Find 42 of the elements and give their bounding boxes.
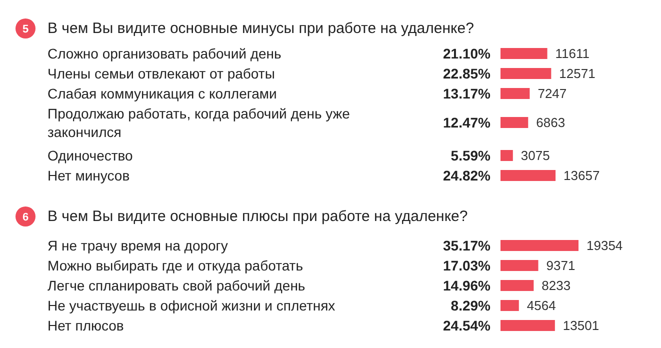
annotation: 9371 bbox=[546, 258, 576, 273]
data-label: 17.03% bbox=[443, 258, 492, 274]
y-tick-label: Я не трачу время на дорогу bbox=[48, 238, 228, 254]
annotation: 6863 bbox=[536, 115, 566, 130]
annotation: 13501 bbox=[562, 318, 600, 333]
data-label: 22.85% bbox=[443, 66, 492, 82]
data-label: 24.82% bbox=[443, 168, 492, 184]
y-tick-label: Члены семьи отвлекают от работы bbox=[48, 66, 275, 82]
data-label: 35.17% bbox=[443, 238, 492, 254]
annotation: 11611 bbox=[555, 46, 590, 61]
annotation: 13657 bbox=[564, 168, 600, 183]
data-label: 8.29% bbox=[450, 298, 492, 314]
data-label: 24.54% bbox=[443, 318, 492, 334]
bar bbox=[500, 240, 578, 251]
y-tick-label: Нет минусов bbox=[48, 168, 130, 184]
y-tick-label: Сложно организовать рабочий день bbox=[48, 46, 282, 62]
y-tick-label: Одиночество bbox=[48, 148, 134, 164]
text: 6 bbox=[22, 212, 29, 224]
annotation: 3075 bbox=[520, 148, 550, 163]
annotation: 19354 bbox=[586, 238, 623, 253]
data-label: 13.17% bbox=[443, 86, 492, 102]
annotation: 8233 bbox=[542, 278, 571, 293]
bar bbox=[500, 300, 519, 311]
y-tick-label: Нет плюсов bbox=[48, 318, 124, 334]
data-label: 12.47% bbox=[443, 114, 492, 130]
y-tick-label: Не участвуешь в офисной жизни и сплетнях bbox=[48, 298, 336, 314]
data-label: 14.96% bbox=[443, 278, 492, 294]
bar bbox=[500, 320, 555, 331]
text: 5 bbox=[22, 24, 29, 36]
bar bbox=[500, 280, 534, 291]
annotation: 12571 bbox=[559, 66, 596, 81]
y-tick-label: Можно выбирать где и откуда работать bbox=[48, 258, 304, 274]
annotation: 7247 bbox=[538, 86, 567, 101]
text: В чем Вы видите основные минусы при работе на удаленке? bbox=[48, 20, 474, 37]
bar bbox=[500, 260, 538, 271]
y-tick-label: Слабая коммуникация с коллегами bbox=[48, 86, 277, 102]
text: В чем Вы видите основные плюсы при работе на удаленке? bbox=[48, 208, 468, 225]
y-tick-label: Легче спланировать свой рабочий день bbox=[48, 278, 306, 294]
data-label: 5.59% bbox=[450, 148, 492, 164]
annotation: 4564 bbox=[526, 298, 556, 313]
data-label: 21.10% bbox=[443, 46, 492, 62]
y-tick-label: Продолжаю работать, когда рабочий день уже закончился bbox=[48, 106, 350, 140]
